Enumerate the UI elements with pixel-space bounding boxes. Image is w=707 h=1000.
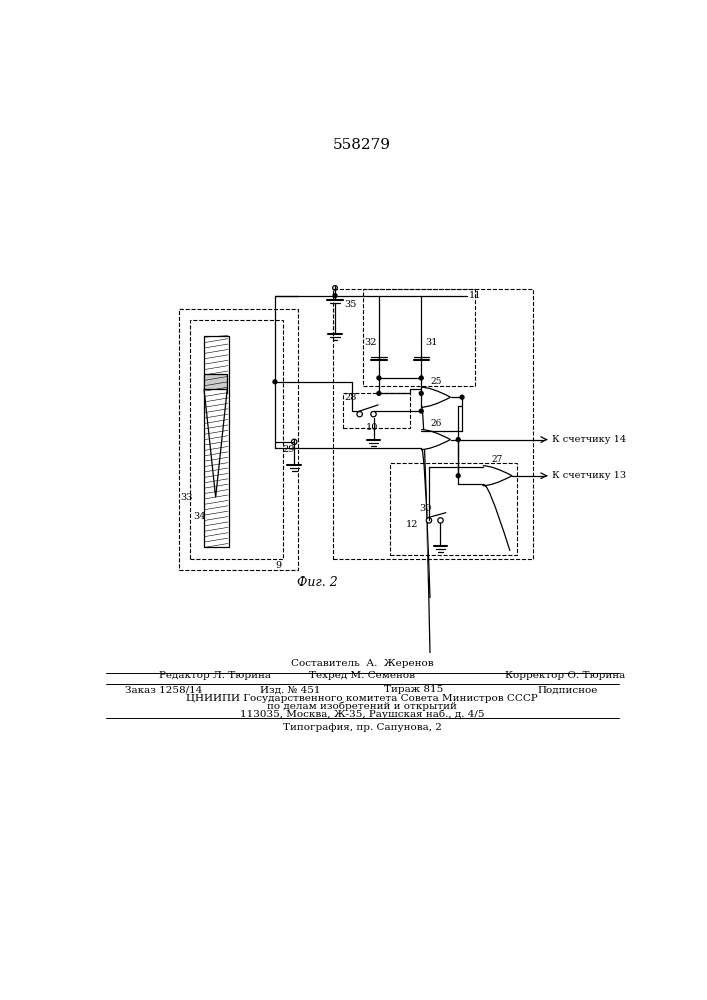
Circle shape	[370, 411, 376, 417]
Text: 113035, Москва, Ж-35, Раушская наб., д. 4/5: 113035, Москва, Ж-35, Раушская наб., д. …	[240, 710, 484, 719]
Bar	[333, 289, 533, 559]
PathPatch shape	[421, 387, 450, 407]
Text: Тираж 815: Тираж 815	[384, 685, 443, 694]
Text: К счетчику 14: К счетчику 14	[552, 435, 626, 444]
Text: 9: 9	[275, 561, 281, 570]
Circle shape	[426, 518, 432, 523]
Text: 26: 26	[430, 419, 442, 428]
Circle shape	[273, 380, 277, 384]
Text: по делам изобретений и открытий: по делам изобретений и открытий	[267, 702, 457, 711]
Text: 31: 31	[425, 338, 438, 347]
Bar	[179, 309, 298, 570]
PathPatch shape	[421, 430, 450, 450]
Circle shape	[456, 438, 460, 441]
Bar	[190, 320, 283, 559]
PathPatch shape	[483, 466, 512, 486]
Text: 12: 12	[406, 520, 419, 529]
Text: 25: 25	[430, 377, 442, 386]
Text: Фиг. 2: Фиг. 2	[297, 576, 338, 588]
Text: Изд. № 451: Изд. № 451	[260, 685, 320, 694]
Bar	[390, 463, 518, 555]
Bar	[204, 374, 227, 393]
Text: Подписное: Подписное	[537, 685, 597, 694]
Polygon shape	[204, 389, 227, 497]
Circle shape	[438, 518, 443, 523]
Text: 10: 10	[366, 424, 378, 432]
Circle shape	[333, 294, 337, 297]
Circle shape	[333, 286, 337, 290]
Bar	[343, 393, 411, 428]
Text: 33: 33	[180, 493, 193, 502]
Text: 28: 28	[344, 393, 356, 402]
Text: 27: 27	[492, 455, 503, 464]
Text: Корректор О. Тюрина: Корректор О. Тюрина	[505, 671, 626, 680]
Text: ЦНИИПИ Государственного комитета Совета Министров СССР: ЦНИИПИ Государственного комитета Совета …	[186, 694, 538, 703]
Circle shape	[377, 376, 381, 380]
Circle shape	[291, 439, 297, 445]
Text: 29: 29	[283, 445, 295, 454]
Text: Редактор Л. Тюрина: Редактор Л. Тюрина	[160, 671, 271, 680]
Circle shape	[357, 411, 362, 417]
Circle shape	[377, 391, 381, 395]
Text: 11: 11	[469, 291, 481, 300]
Circle shape	[456, 474, 460, 478]
Text: 558279: 558279	[333, 138, 391, 152]
Text: 35: 35	[344, 300, 356, 309]
Bar	[204, 336, 229, 547]
Circle shape	[419, 409, 423, 413]
Circle shape	[419, 391, 423, 395]
Bar	[363, 289, 475, 386]
Text: Составитель  А.  Жеренов: Составитель А. Жеренов	[291, 659, 433, 668]
Text: Заказ 1258/14: Заказ 1258/14	[125, 685, 202, 694]
Text: Техред М. Семенов: Техред М. Семенов	[309, 671, 415, 680]
Text: 34: 34	[193, 512, 206, 521]
Text: 30: 30	[420, 504, 432, 513]
Text: К счетчику 13: К счетчику 13	[552, 471, 626, 480]
Circle shape	[419, 376, 423, 380]
Circle shape	[460, 395, 464, 399]
Text: 32: 32	[364, 338, 377, 347]
Text: Типография, пр. Сапунова, 2: Типография, пр. Сапунова, 2	[283, 723, 441, 732]
